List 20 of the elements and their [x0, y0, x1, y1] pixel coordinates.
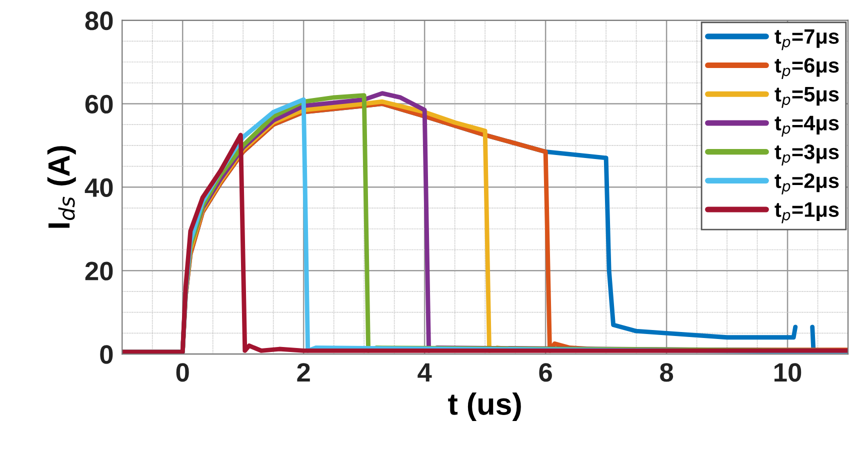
y-tick-label: 0	[100, 345, 113, 364]
y-axis-title: I$_{ds}$ (A)	[47, 146, 76, 228]
legend-label: t$_{p}$=1μs	[774, 202, 839, 224]
y-tick-label: 40	[84, 178, 113, 197]
y-tick-label: 60	[85, 94, 113, 114]
x-tick-label: 2	[297, 363, 310, 382]
legend-label: t$_{p}$=6μs	[774, 58, 839, 79]
x-tick-label: 4	[418, 363, 432, 382]
y-tick-label: 80	[85, 11, 113, 30]
legend-label: t$_{p}$=2μs	[774, 173, 839, 194]
legend-label: t$_{p}$=7μs	[774, 29, 839, 50]
legend-label: t$_{p}$=5μs	[774, 87, 839, 108]
x-tick-label: 10	[774, 363, 802, 382]
x-tick-label: 0	[176, 363, 189, 382]
x-tick-label: 6	[539, 363, 552, 382]
y-tick-label: 20	[85, 262, 113, 280]
legend-label: t$_{p}$=4μs	[774, 116, 839, 137]
x-axis-title: t (us)	[448, 392, 521, 422]
legend-label: t$_{p}$=3μs	[774, 144, 839, 166]
x-tick-label: 8	[660, 363, 674, 382]
